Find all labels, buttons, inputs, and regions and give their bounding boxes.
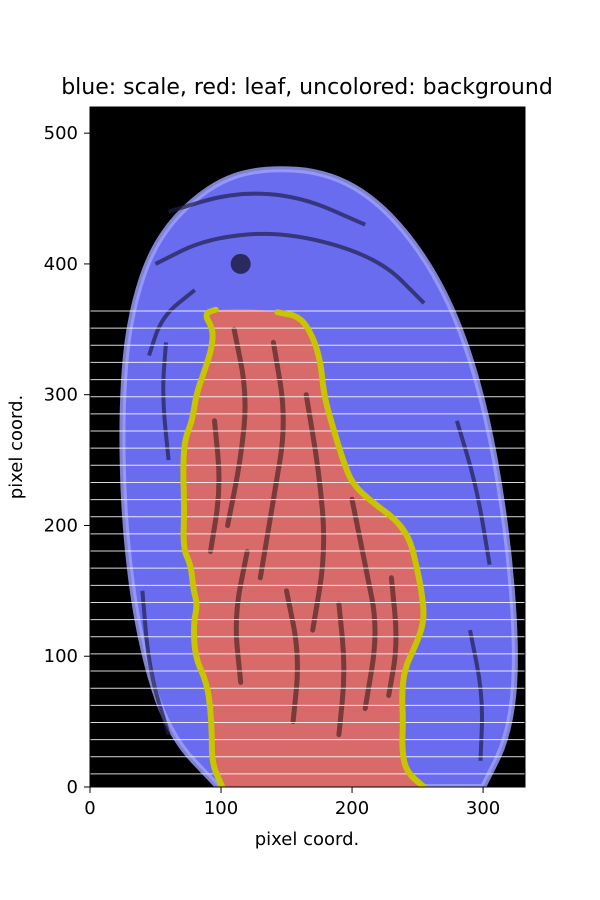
leaf-streak xyxy=(225,326,248,528)
leaf-streak xyxy=(208,418,222,555)
chart-title: blue: scale, red: leaf, uncolored: backg… xyxy=(61,75,553,100)
leaf-streak xyxy=(336,601,347,738)
x-tick-label: 100 xyxy=(204,798,238,819)
leaf-streak xyxy=(284,588,300,725)
x-axis-label: pixel coord. xyxy=(255,829,359,850)
y-tick-label: 300 xyxy=(44,385,78,406)
leaf-streak xyxy=(257,339,286,581)
leaf-right-boundary xyxy=(274,309,428,787)
y-tick-label: 100 xyxy=(44,646,78,667)
scale-texture xyxy=(140,191,492,761)
y-tick-label: 0 xyxy=(67,777,78,798)
plot-frame xyxy=(89,106,526,788)
y-axis-label: pixel coord. xyxy=(6,395,27,499)
leaf-streak xyxy=(386,575,399,698)
scale-pore xyxy=(230,253,251,274)
scale-fold xyxy=(454,420,492,566)
leaf-texture xyxy=(208,326,399,738)
scanlines xyxy=(90,310,525,775)
y-axis-ticks: 0 100 200 300 400 500 xyxy=(44,123,90,798)
scale-fold xyxy=(468,629,484,761)
leaf-streak xyxy=(303,392,327,633)
scale-fold xyxy=(168,191,367,227)
leaf-streak xyxy=(349,496,378,711)
y-tick-label: 500 xyxy=(44,123,78,144)
y-tick-label: 400 xyxy=(44,254,78,275)
x-tick-label: 0 xyxy=(84,798,95,819)
x-tick-label: 300 xyxy=(466,798,500,819)
scale-edge xyxy=(119,166,518,787)
scale-fold xyxy=(147,288,197,357)
x-axis-ticks: 0 100 200 300 xyxy=(84,787,500,819)
scale-fold xyxy=(140,590,171,736)
scale-fold xyxy=(154,231,426,305)
leaf-left-boundary xyxy=(180,306,226,787)
x-tick-label: 200 xyxy=(335,798,369,819)
y-tick-label: 200 xyxy=(44,515,78,536)
